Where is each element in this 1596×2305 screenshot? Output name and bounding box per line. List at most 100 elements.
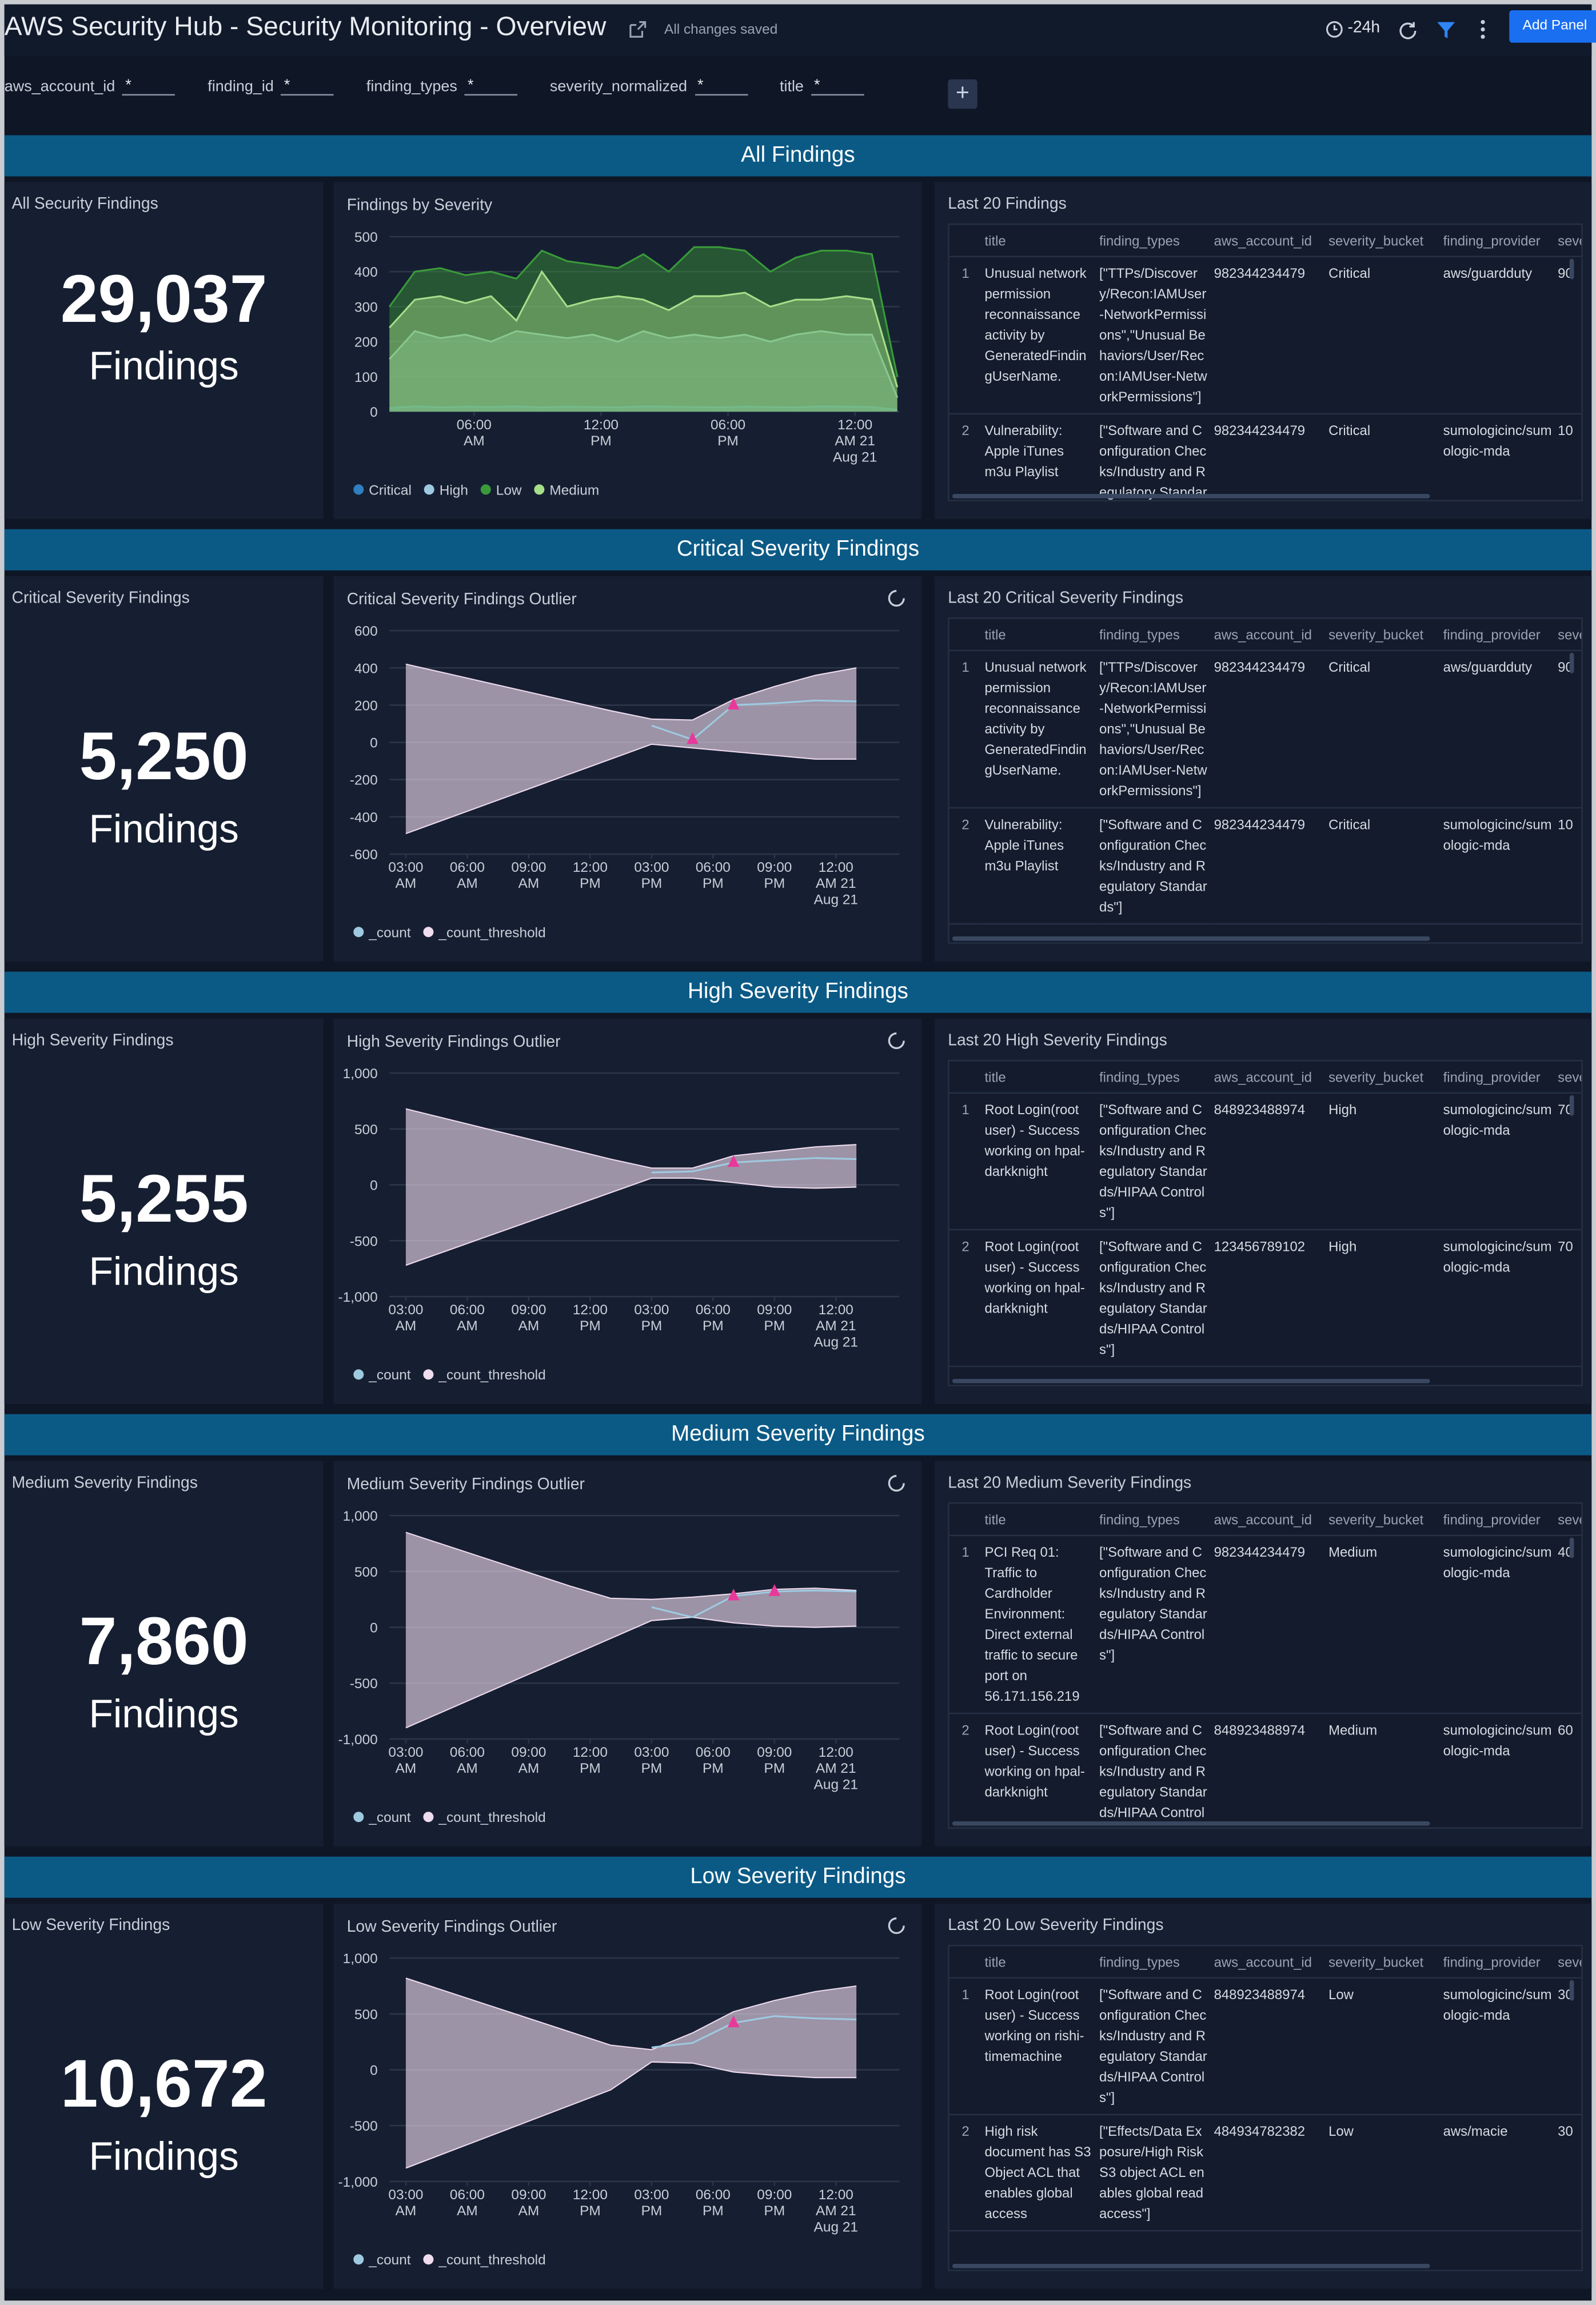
x-tick-label: PM: [580, 1761, 601, 1776]
legend-swatch: [480, 484, 491, 495]
chart: Low Severity Findings Outlier -1,000 -500 0…: [338, 1917, 905, 2268]
vertical-scrollbar[interactable]: [1569, 1980, 1574, 2001]
refresh-icon[interactable]: [1398, 19, 1418, 39]
column-header[interactable]: severity_bucket: [1325, 619, 1441, 652]
filter[interactable]: finding_id *: [208, 77, 334, 96]
column-header[interactable]: severity_bucket: [1325, 1504, 1441, 1537]
column-header[interactable]: title: [981, 1504, 1096, 1537]
time-icon[interactable]: [1324, 19, 1344, 39]
x-tick-label: PM: [703, 2203, 724, 2219]
x-tick-label: PM: [717, 433, 739, 449]
count-value: 29,037: [60, 260, 268, 337]
more-icon[interactable]: [1475, 18, 1490, 41]
column-header[interactable]: aws_account_id: [1211, 1061, 1326, 1094]
column-header[interactable]: finding_types: [1096, 1946, 1211, 1979]
table-cell: Unusual network permission reconnaissanc…: [981, 650, 1096, 809]
filter[interactable]: title *: [780, 77, 864, 96]
column-header[interactable]: finding_types: [1096, 1504, 1211, 1537]
add-filter-button[interactable]: +: [948, 79, 977, 109]
threshold-lower: [405, 743, 857, 835]
column-header[interactable]: title: [981, 619, 1096, 652]
x-tick-label: AM: [464, 433, 485, 449]
legend-label: High: [440, 482, 468, 498]
outlier-marker: [687, 732, 699, 744]
table-row: 2 Vulnerability: Apple iTunes m3u Playlis…: [949, 413, 1582, 500]
panel-title: Last 20 High Severity Findings: [948, 1032, 1167, 1050]
y-tick-label: 0: [370, 1621, 378, 1636]
column-header[interactable]: finding_provider: [1440, 619, 1555, 652]
table-cell: Vulnerability: Apple iTunes m3u Playlist: [981, 807, 1096, 925]
filter-value: *: [281, 77, 334, 96]
vertical-scrollbar[interactable]: [1569, 1537, 1574, 1558]
table-cell: sumologicinc/sumologic-mda: [1440, 807, 1555, 925]
column-header[interactable]: aws_account_id: [1211, 1504, 1326, 1537]
y-tick-label: 1,000: [343, 1066, 378, 1082]
column-header[interactable]: finding_provider: [1440, 1946, 1555, 1979]
row-number: 1: [949, 256, 982, 415]
filter-icon[interactable]: [1436, 19, 1457, 39]
column-header[interactable]: title: [981, 1946, 1096, 1979]
column-header[interactable]: aws_account_id: [1211, 225, 1326, 257]
x-tick-label: 12:00: [819, 1302, 853, 1318]
horizontal-scrollbar[interactable]: [952, 1821, 1430, 1826]
table-cell: High: [1325, 1092, 1441, 1231]
filter[interactable]: aws_account_id *: [5, 77, 175, 96]
row-number: 1: [949, 1092, 982, 1231]
series-line: [389, 270, 899, 388]
table-row: 1 Root Login(root user) - Success working…: [949, 1092, 1582, 1231]
vertical-scrollbar[interactable]: [1569, 652, 1574, 673]
column-header[interactable]: severity_normalized: [1555, 619, 1582, 652]
column-header[interactable]: finding_types: [1096, 225, 1211, 257]
column-header[interactable]: finding_types: [1096, 1061, 1211, 1094]
table-row: 2 High risk document has S3 Object ACL th…: [949, 2114, 1582, 2232]
add-panel-button[interactable]: Add Panel: [1509, 10, 1596, 43]
column-header[interactable]: severity_bucket: [1325, 1946, 1441, 1979]
share-icon[interactable]: [628, 19, 648, 39]
x-tick-label: 06:00: [457, 417, 492, 433]
legend-label: _count: [368, 1367, 410, 1383]
horizontal-scrollbar[interactable]: [952, 2263, 1430, 2268]
horizontal-scrollbar[interactable]: [952, 1378, 1430, 1383]
table-cell: Critical: [1325, 807, 1441, 925]
column-header[interactable]: severity_normalized: [1555, 1504, 1582, 1537]
column-header[interactable]: title: [981, 1061, 1096, 1094]
vertical-scrollbar[interactable]: [1569, 1095, 1574, 1116]
table-cell: ["TTPs/Discovery/Recon:IAMUser-NetworkPe…: [1096, 256, 1211, 415]
x-tick-label: AM: [518, 1318, 540, 1334]
horizontal-scrollbar[interactable]: [952, 493, 1430, 499]
count-unit: Findings: [89, 2134, 239, 2179]
chart-title: Low Severity Findings Outlier: [347, 1917, 557, 1935]
filter[interactable]: finding_types *: [366, 77, 518, 96]
x-tick-label: 12:00: [819, 2187, 853, 2203]
x-tick-label: PM: [580, 876, 601, 891]
column-header[interactable]: severity_bucket: [1325, 225, 1441, 257]
column-header[interactable]: finding_types: [1096, 619, 1211, 652]
column-header[interactable]: severity_normalized: [1555, 225, 1582, 257]
column-header[interactable]: aws_account_id: [1211, 1946, 1326, 1979]
table-cell: sumologicinc/sumologic-mda: [1440, 1977, 1555, 2116]
horizontal-scrollbar[interactable]: [952, 936, 1430, 941]
count-unit: Findings: [89, 1249, 239, 1294]
row-number-header: [949, 1061, 982, 1094]
x-tick-label: 12:00: [573, 860, 608, 875]
column-header[interactable]: aws_account_id: [1211, 619, 1326, 652]
filter[interactable]: severity_normalized *: [550, 77, 748, 96]
column-header[interactable]: severity_bucket: [1325, 1061, 1441, 1094]
x-tick-label: AM: [518, 2203, 540, 2219]
chart: High Severity Findings Outlier -1,000 -500…: [338, 1032, 905, 1383]
y-tick-label: 400: [354, 265, 378, 280]
vertical-scrollbar[interactable]: [1569, 258, 1574, 280]
panel-title: Last 20 Critical Severity Findings: [948, 589, 1184, 607]
column-header[interactable]: severity_normalized: [1555, 1946, 1582, 1979]
column-header[interactable]: severity_normalized: [1555, 1061, 1582, 1094]
column-header[interactable]: finding_provider: [1440, 1061, 1555, 1094]
table-cell: 30: [1555, 1977, 1582, 2116]
time-range[interactable]: -24h: [1347, 19, 1380, 37]
x-tick-label: 03:00: [388, 2187, 423, 2203]
x-tick-label: 06:00: [696, 1745, 731, 1760]
column-header[interactable]: finding_provider: [1440, 1504, 1555, 1537]
x-tick-label: 06:00: [696, 1302, 731, 1318]
chart-panel: Findings by Severity 0 100 200 300 400 500 06:0…: [333, 182, 921, 519]
column-header[interactable]: title: [981, 225, 1096, 257]
column-header[interactable]: finding_provider: [1440, 225, 1555, 257]
